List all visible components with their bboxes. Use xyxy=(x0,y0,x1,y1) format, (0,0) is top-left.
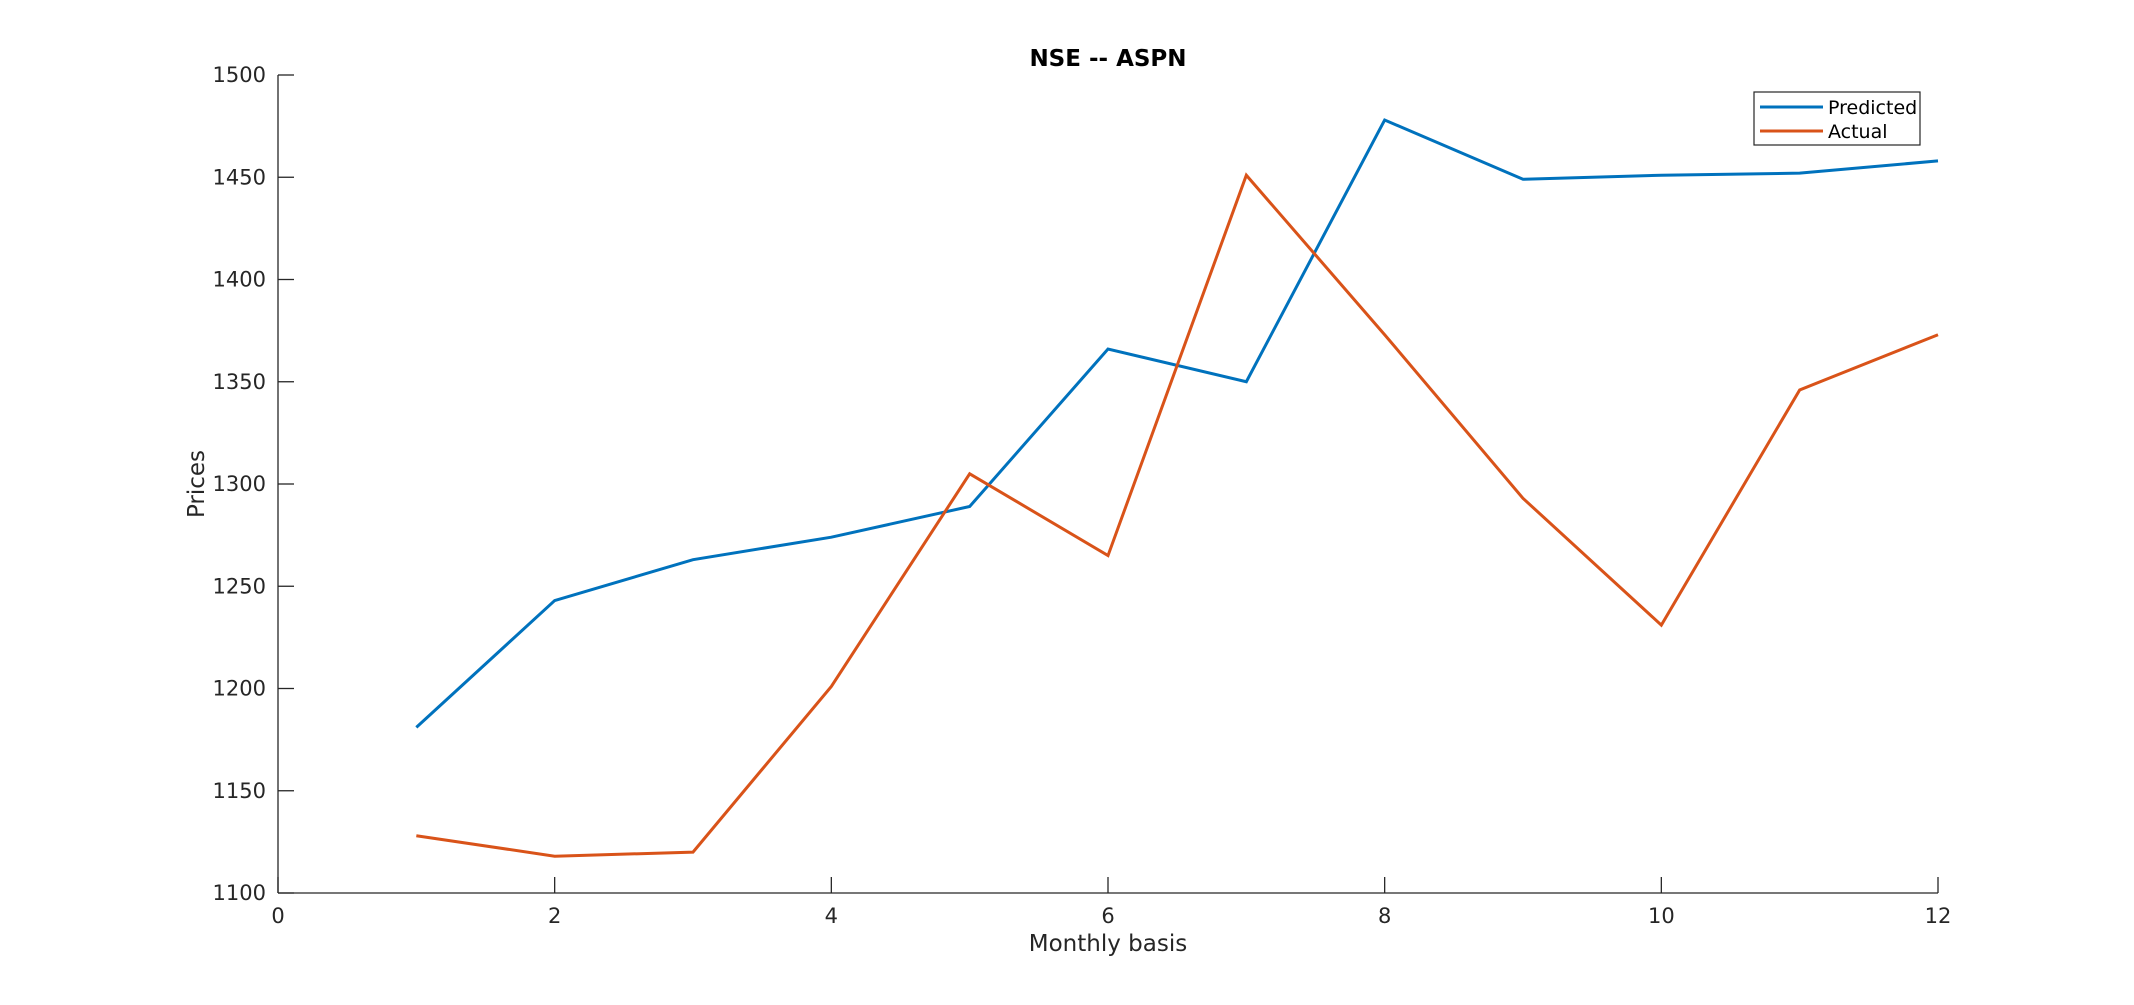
y-tick-label: 1200 xyxy=(213,677,266,701)
y-tick-label: 1450 xyxy=(213,165,266,189)
series-line-predicted xyxy=(415,118,1939,729)
legend-label-actual: Actual xyxy=(1828,121,1888,143)
y-tick-label: 1350 xyxy=(213,370,266,394)
legend-label-predicted: Predicted xyxy=(1828,97,1917,119)
series-line-actual xyxy=(416,172,1939,858)
x-tick-label: 2 xyxy=(548,904,561,928)
chart-title: NSE -- ASPN xyxy=(1029,46,1186,72)
y-tick-label: 1150 xyxy=(213,779,266,803)
x-tick-label: 10 xyxy=(1648,904,1675,928)
x-tick-label: 0 xyxy=(271,904,284,928)
y-tick-label: 1100 xyxy=(213,881,266,905)
legend-box xyxy=(1753,91,1921,146)
y-tick-label: 1250 xyxy=(213,574,266,598)
y-tick-label: 1300 xyxy=(213,472,266,496)
legend: Predicted Actual xyxy=(1753,91,1921,146)
x-tick-label: 12 xyxy=(1925,904,1952,928)
y-axis-label: Prices xyxy=(184,450,210,518)
y-tick-label: 1500 xyxy=(213,63,266,87)
x-tick-label: 4 xyxy=(825,904,838,928)
x-axis-label: Monthly basis xyxy=(1029,931,1187,957)
x-tick-label: 6 xyxy=(1101,904,1114,928)
y-tick-label: 1400 xyxy=(213,268,266,292)
x-tick-label: 8 xyxy=(1378,904,1391,928)
axes: 0 2 4 6 8 10 12 1100 1150 1200 1250 1300 1350 1400 145… xyxy=(213,63,1952,928)
series-layer xyxy=(415,118,1939,858)
